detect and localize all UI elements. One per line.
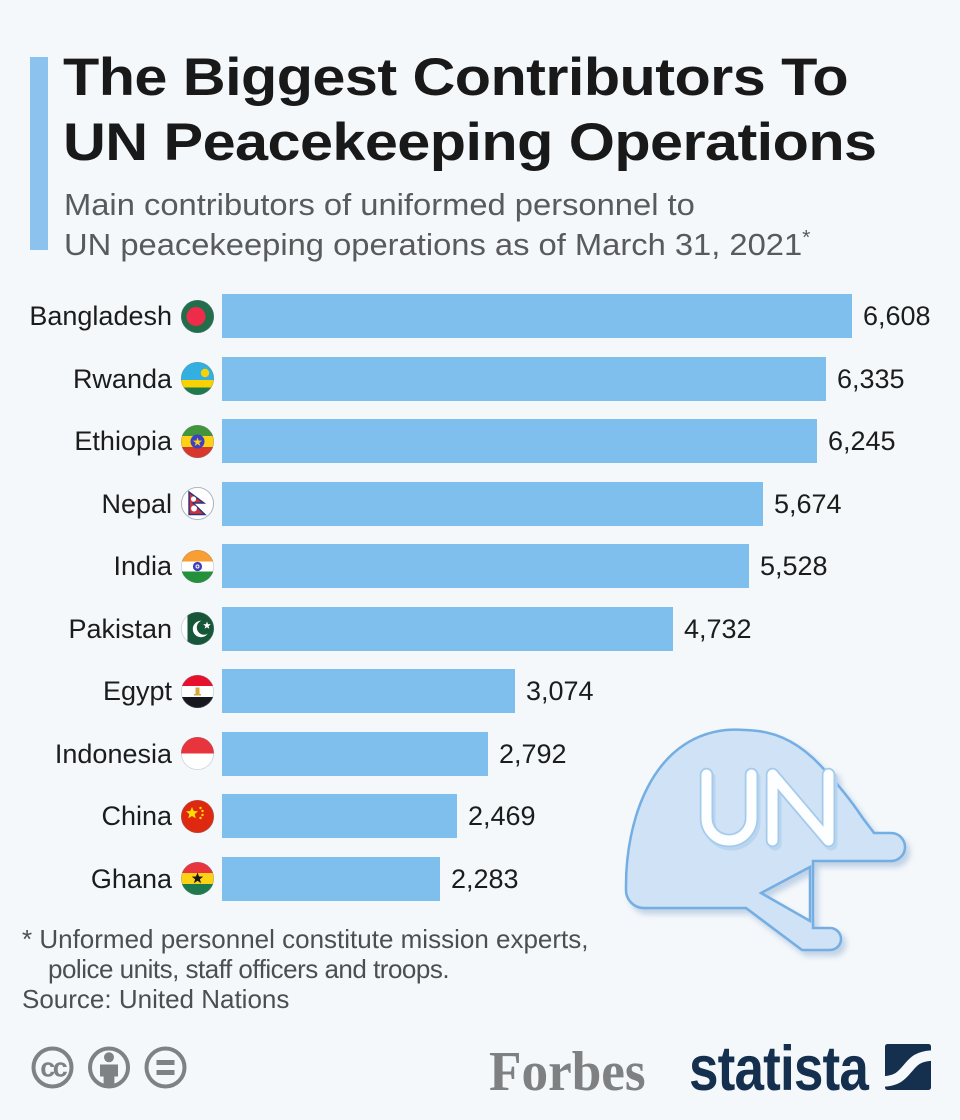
svg-text:cc: cc [40, 1053, 68, 1083]
svg-text:★: ★ [192, 435, 203, 449]
